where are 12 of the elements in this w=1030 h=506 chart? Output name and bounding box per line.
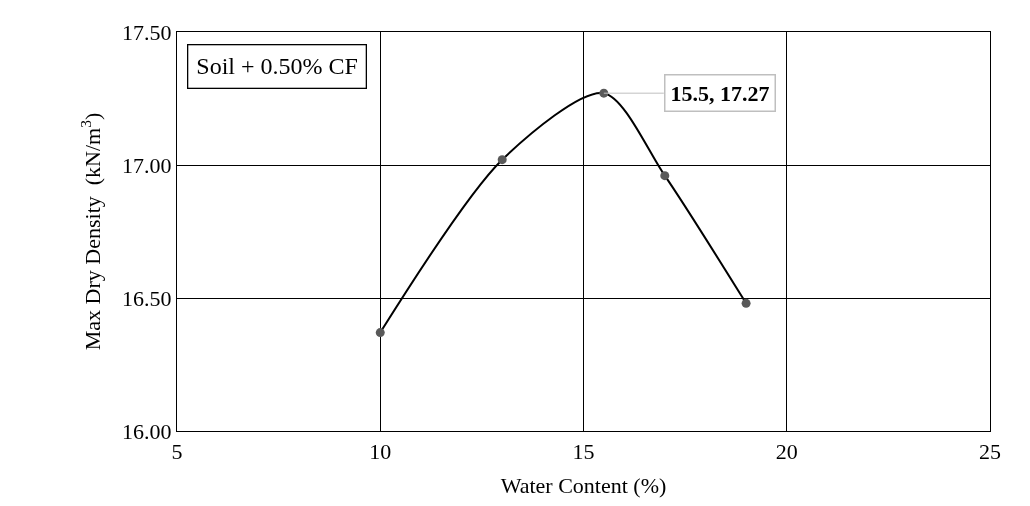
x-axis-title: Water Content (%) <box>500 473 667 499</box>
x-tick-label: 15 <box>572 438 595 464</box>
annotation: Soil + 0.50% CF <box>196 53 358 80</box>
y-tick-label: 16.00 <box>121 418 172 444</box>
x-tick-label: 20 <box>775 438 798 464</box>
x-tick-label: 5 <box>171 438 183 464</box>
x-tick-label: 25 <box>979 438 1001 464</box>
y-tick-label: 17.00 <box>121 152 172 178</box>
x-tick-label: 10 <box>369 438 392 464</box>
y-tick-label: 17.50 <box>121 19 172 45</box>
y-tick-label: 16.50 <box>121 285 172 311</box>
annotation: 15.5, 17.27 <box>670 80 770 106</box>
